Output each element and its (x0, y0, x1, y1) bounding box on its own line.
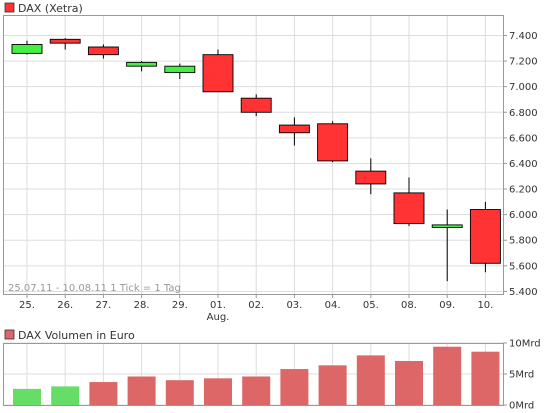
price-y-tick-label: 6.800 (509, 108, 538, 119)
volume-bar (471, 351, 500, 405)
x-month-label: Aug. (207, 312, 230, 323)
volume-y-tick-label: 0Mrd (509, 401, 534, 412)
price-legend-label: DAX (Xetra) (18, 2, 83, 15)
price-period-annotation: 25.07.11 - 10.08.11 1 Tick = 1 Tag (8, 283, 181, 294)
x-tick-label: 10. (477, 300, 493, 311)
price-legend-swatch (4, 2, 15, 13)
candle-body (49, 38, 81, 44)
volume-panel: DAX Volumen in Euro 0Mrd 5Mrd 10Mrd (3, 329, 541, 412)
volume-bar-series (13, 346, 500, 405)
x-tick-label: 25. (19, 300, 35, 311)
candle-body (317, 123, 349, 162)
candle-body (202, 54, 234, 93)
volume-bar (318, 365, 347, 405)
price-y-tick-label: 7.400 (509, 31, 538, 42)
volume-y-tick-label: 5Mrd (509, 370, 534, 381)
x-tick-label: 26. (57, 300, 73, 311)
volume-bar (51, 386, 80, 405)
price-plot-frame (3, 15, 504, 295)
volume-bar (395, 360, 423, 405)
price-y-tick-label: 5.800 (509, 236, 538, 247)
x-tick-label: 04. (325, 300, 341, 311)
candle-body (11, 43, 43, 54)
volume-bar (127, 376, 156, 405)
volume-bar (204, 378, 232, 405)
volume-bar (280, 369, 309, 405)
candle-body (431, 224, 463, 228)
volume-bar (89, 382, 118, 405)
candle-body (240, 97, 272, 113)
candle-body (126, 61, 158, 67)
candlestick-series (11, 38, 501, 282)
x-axis: 25. 26. 27. 28. 29. 01.Aug. 02. 03. 04. 05. 08. 09.… (19, 294, 493, 323)
x-tick-label: 29. (172, 300, 188, 311)
price-y-tick-label: 7.000 (509, 82, 538, 93)
volume-bar (356, 355, 385, 405)
price-panel: DAX (Xetra) 25.07.11 - 10.08.11 1 Tick =… (3, 2, 538, 323)
price-y-tick-label: 7.200 (509, 57, 538, 68)
volume-bar (433, 346, 462, 405)
volume-bar (13, 388, 41, 405)
candle-body (393, 192, 425, 225)
x-tick-label: 09. (439, 300, 455, 311)
volume-bar (165, 380, 194, 405)
candle-body (469, 209, 501, 264)
x-tick-label: 28. (134, 300, 150, 311)
price-y-tick-label: 6.000 (509, 210, 538, 221)
x-tick-label: 02. (248, 300, 264, 311)
volume-legend-swatch (4, 329, 15, 340)
price-y-tick-label: 6.200 (509, 185, 538, 196)
candle-body (278, 124, 310, 134)
price-grid (3, 15, 503, 294)
volume-y-axis: 0Mrd 5Mrd 10Mrd (503, 339, 541, 412)
volume-legend-label: DAX Volumen in Euro (18, 329, 135, 342)
volume-y-tick-label: 10Mrd (509, 339, 541, 350)
candle-body (87, 46, 119, 56)
x-tick-label: 05. (363, 300, 379, 311)
price-y-tick-label: 5.400 (509, 287, 538, 298)
x-tick-label: 01. (210, 300, 226, 311)
x-tick-label: 03. (286, 300, 302, 311)
price-y-tick-label: 6.400 (509, 159, 538, 170)
candle-body (164, 65, 196, 74)
price-y-tick-label: 6.600 (509, 133, 538, 144)
x-tick-label: 08. (401, 300, 417, 311)
volume-bar (242, 376, 271, 405)
price-y-tick-label: 5.600 (509, 261, 538, 272)
price-y-axis: 5.400 5.600 5.800 6.000 6.200 6.400 6.600 6.800… (503, 31, 538, 298)
candle-body (355, 170, 387, 185)
x-tick-label: 27. (95, 300, 111, 311)
